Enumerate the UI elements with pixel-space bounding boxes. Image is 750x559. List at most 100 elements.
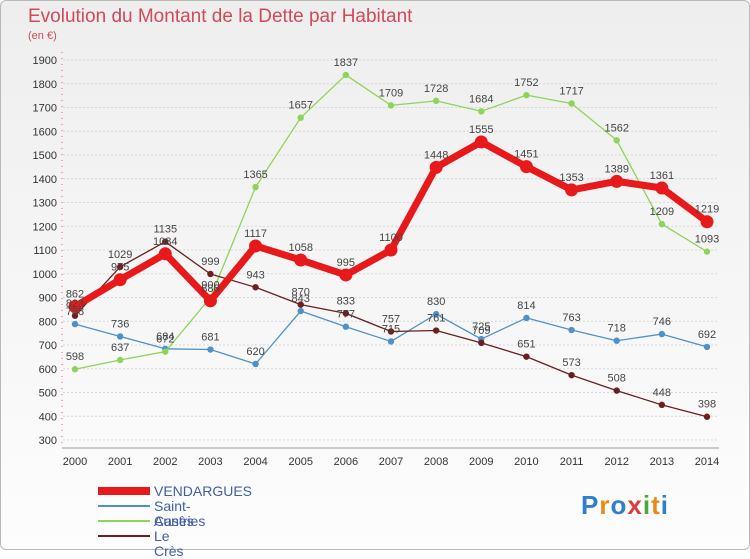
data-label: 1448 — [424, 149, 448, 161]
data-point — [568, 371, 575, 379]
data-point — [297, 307, 304, 315]
data-label: 620 — [246, 346, 264, 358]
x-tick-label: 2001 — [108, 456, 132, 468]
data-point — [432, 310, 440, 318]
data-point — [474, 135, 488, 149]
data-label: 814 — [517, 300, 535, 312]
y-tick-label: 500 — [39, 388, 57, 400]
data-point — [207, 346, 214, 353]
data-label: 763 — [562, 312, 580, 324]
logo-letter: x — [627, 490, 643, 520]
data-label: 709 — [472, 325, 490, 337]
data-point — [387, 328, 395, 335]
legend-label: Le Crès — [154, 528, 184, 559]
data-point — [71, 312, 79, 319]
y-tick-label: 1300 — [33, 198, 57, 210]
logo-letter: t — [651, 490, 661, 520]
y-tick-label: 600 — [39, 364, 57, 376]
data-point — [71, 320, 79, 328]
data-label: 1657 — [288, 100, 312, 112]
data-point — [249, 239, 263, 253]
y-tick-label: 300 — [39, 435, 57, 447]
legend-swatch — [98, 535, 150, 537]
data-label: 788 — [66, 306, 84, 318]
data-label: 736 — [111, 318, 129, 330]
data-point — [162, 348, 169, 355]
data-label: 1093 — [695, 234, 719, 246]
data-point — [658, 330, 666, 338]
y-tick-label: 1500 — [33, 150, 57, 162]
x-tick-label: 2006 — [334, 456, 358, 468]
data-point — [700, 215, 714, 229]
data-point — [478, 108, 485, 115]
legend-swatch — [98, 487, 150, 495]
data-point — [252, 284, 259, 291]
y-tick-label: 1100 — [33, 245, 57, 257]
data-point — [68, 300, 82, 314]
data-label: 1353 — [559, 172, 583, 184]
data-point — [294, 253, 308, 267]
y-tick-label: 1200 — [33, 221, 57, 233]
y-tick-label: 1600 — [33, 126, 57, 138]
data-label: 672 — [156, 334, 174, 346]
x-tick-label: 2002 — [153, 456, 177, 468]
data-point — [116, 333, 124, 340]
data-label: 1361 — [650, 170, 674, 182]
data-point — [432, 97, 440, 105]
data-point — [478, 339, 485, 347]
data-point — [610, 174, 624, 188]
data-label: 684 — [156, 331, 174, 343]
y-tick-label: 1700 — [33, 103, 57, 115]
y-tick-label: 400 — [39, 411, 57, 423]
data-point — [162, 238, 169, 245]
x-tick-label: 2014 — [695, 456, 719, 468]
data-point — [429, 160, 443, 174]
data-label: 1389 — [604, 163, 628, 175]
data-label: 681 — [201, 332, 219, 344]
data-point — [658, 220, 666, 228]
data-label: 830 — [427, 296, 445, 308]
y-tick-label: 800 — [39, 316, 57, 328]
data-point — [703, 413, 711, 420]
legend-label: VENDARGUES — [154, 483, 253, 499]
data-point — [297, 114, 304, 121]
y-tick-label: 1900 — [33, 55, 57, 67]
data-point — [519, 160, 533, 174]
data-point — [523, 91, 530, 99]
data-point — [568, 326, 575, 334]
x-tick-label: 2003 — [198, 456, 222, 468]
data-point — [613, 337, 620, 344]
data-point — [387, 338, 395, 345]
data-label: 1451 — [514, 149, 538, 161]
data-label: 1135 — [153, 224, 177, 236]
data-label: 637 — [111, 342, 129, 354]
data-point — [342, 323, 350, 330]
data-point — [116, 263, 124, 271]
data-label: 1100 — [379, 232, 403, 244]
x-tick-label: 2005 — [288, 456, 312, 468]
data-label: 448 — [653, 387, 671, 399]
data-label: 843 — [292, 293, 310, 305]
data-label: 870 — [292, 287, 310, 299]
chart-title: Evolution du Montant de la Dette par Hab… — [28, 6, 413, 27]
data-label: 1219 — [695, 204, 719, 216]
data-label: 1684 — [469, 93, 493, 105]
data-label: 1752 — [514, 77, 538, 89]
legend-label: Saint-Aunès — [154, 498, 194, 529]
data-label: 1717 — [559, 85, 583, 97]
data-point — [339, 268, 353, 282]
legend-label: Castries — [154, 513, 206, 529]
x-tick-label: 2012 — [604, 456, 628, 468]
data-point — [384, 243, 398, 257]
x-tick-label: 2007 — [379, 456, 403, 468]
data-label: 999 — [201, 256, 219, 268]
data-point — [113, 273, 127, 287]
data-point — [432, 327, 440, 334]
data-label: 1029 — [108, 249, 132, 261]
data-point — [658, 401, 666, 409]
data-point — [568, 100, 575, 107]
data-point — [207, 270, 214, 278]
data-label: 1837 — [334, 57, 358, 69]
data-label: 1728 — [424, 83, 448, 95]
x-tick-label: 2011 — [560, 456, 584, 468]
